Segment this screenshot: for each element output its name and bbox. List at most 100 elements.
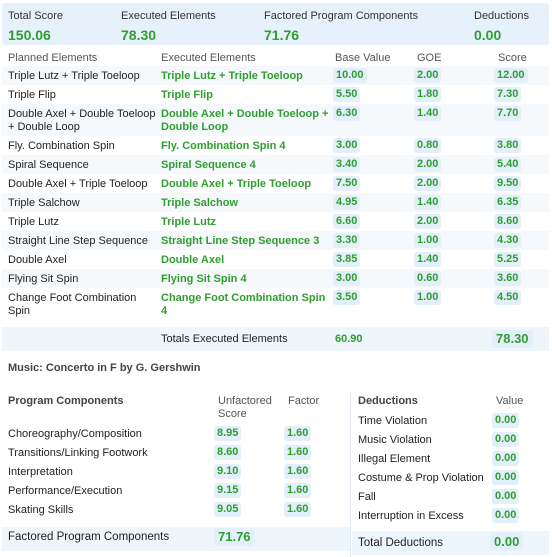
- score-header: Score: [498, 52, 527, 64]
- components-total-label: Factored Program Components: [8, 531, 170, 543]
- element-row-band: [2, 231, 549, 250]
- planned-element: Triple Lutz: [8, 216, 59, 228]
- component-factor: 1.60: [284, 483, 312, 498]
- base-value: 6.60: [333, 214, 361, 229]
- executed-elements-label: Executed Elements: [121, 10, 216, 22]
- element-score: 6.35: [494, 195, 522, 210]
- executed-element: Flying Sit Spin 4: [161, 273, 247, 285]
- planned-element: Triple Lutz + Triple Toeloop: [8, 70, 140, 82]
- component-factor: 1.60: [284, 426, 312, 441]
- planned-elements-header: Planned Elements: [8, 52, 98, 64]
- deduction-value: 0.00: [492, 470, 520, 485]
- goe-value: 1.40: [414, 252, 442, 267]
- base-value: 3.50: [333, 290, 361, 305]
- base-value: 6.30: [333, 106, 361, 121]
- program-components-header: Program Components: [8, 395, 124, 407]
- base-value: 3.00: [333, 138, 361, 153]
- deduction-name: Fall: [358, 491, 376, 503]
- component-score: 8.60: [214, 445, 242, 460]
- planned-element: Straight Line Step Sequence: [8, 235, 149, 247]
- planned-element: Change Foot Combination Spin: [8, 292, 137, 317]
- element-row-band: [2, 66, 549, 85]
- elements-total-row: [2, 327, 549, 351]
- goe-value: 0.80: [414, 138, 442, 153]
- executed-elements-value: 78.30: [121, 27, 157, 43]
- deductions-total-value: 0.00: [490, 533, 524, 551]
- element-score: 5.25: [494, 252, 522, 267]
- deductions-panel-header: Deductions: [358, 395, 418, 407]
- factored-components-label: Factored Program Components: [264, 10, 419, 22]
- element-row-band: [2, 269, 549, 288]
- base-value: 5.50: [333, 87, 361, 102]
- element-score: 4.30: [494, 233, 522, 248]
- planned-element: Triple Flip: [8, 89, 56, 101]
- elements-total-base: 60.90: [335, 333, 363, 345]
- element-score: 7.70: [494, 106, 522, 121]
- total-score-value: 150.06: [8, 27, 51, 43]
- component-score: 8.95: [214, 426, 242, 441]
- deduction-name: Interruption in Excess: [358, 510, 464, 522]
- component-score: 9.10: [214, 464, 242, 479]
- executed-elements-header: Executed Elements: [161, 52, 256, 64]
- goe-value: 2.00: [414, 176, 442, 191]
- element-score: 5.40: [494, 157, 522, 172]
- element-score: 8.60: [494, 214, 522, 229]
- executed-element: Triple Salchow: [161, 197, 239, 209]
- goe-value: 0.60: [414, 271, 442, 286]
- goe-value: 1.00: [414, 233, 442, 248]
- planned-element: Triple Salchow: [8, 197, 80, 209]
- deduction-value: 0.00: [492, 432, 520, 447]
- base-value: 7.50: [333, 176, 361, 191]
- components-total-row: [2, 527, 350, 551]
- music-label: Music: Concerto in F by G. Gershwin: [8, 362, 201, 374]
- factor-header: Factor: [288, 395, 320, 407]
- planned-element: Fly. Combination Spin: [8, 140, 115, 152]
- planned-element: Double Axel + Triple Toeloop: [8, 178, 148, 190]
- deductions-divider: [350, 392, 351, 557]
- component-factor: 1.60: [284, 445, 312, 460]
- goe-value: 1.80: [414, 87, 442, 102]
- base-value: 3.30: [333, 233, 361, 248]
- executed-element: Double Axel: [161, 254, 225, 266]
- executed-element: Spiral Sequence 4: [161, 159, 256, 171]
- base-value: 10.00: [333, 68, 367, 83]
- deduction-value: 0.00: [492, 451, 520, 466]
- element-row-band: [2, 193, 549, 212]
- element-score: 3.60: [494, 271, 522, 286]
- element-row-band: [2, 104, 549, 136]
- component-factor: 1.60: [284, 502, 312, 517]
- deduction-name: Time Violation: [358, 415, 428, 427]
- deduction-value: 0.00: [492, 413, 520, 428]
- elements-total-score: 78.30: [492, 330, 533, 348]
- element-score: 12.00: [494, 68, 528, 83]
- planned-element: Double Axel + Double Toeloop + Double Lo…: [8, 108, 156, 133]
- deductions-value-header: Value: [496, 395, 524, 407]
- goe-value: 1.40: [414, 195, 442, 210]
- goe-value: 1.40: [414, 106, 442, 121]
- deductions-total-label: Total Deductions: [358, 537, 444, 549]
- elements-total-label: Totals Executed Elements: [161, 333, 288, 345]
- deduction-value: 0.00: [492, 489, 520, 504]
- component-score: 9.15: [214, 483, 242, 498]
- planned-element: Double Axel: [8, 254, 67, 266]
- base-value: 3.40: [333, 157, 361, 172]
- unfactored-score-header: Unfactored Score: [218, 395, 272, 420]
- deduction-name: Music Violation: [358, 434, 432, 446]
- component-name: Interpretation: [8, 466, 73, 478]
- element-score: 7.30: [494, 87, 522, 102]
- component-name: Choreography/Composition: [8, 428, 142, 440]
- planned-element: Flying Sit Spin: [8, 273, 79, 285]
- executed-element: Straight Line Step Sequence 3: [161, 235, 320, 247]
- deduction-name: Costume & Prop Violation: [358, 472, 484, 484]
- base-value: 3.00: [333, 271, 361, 286]
- deductions-value: 0.00: [474, 27, 502, 43]
- component-factor: 1.60: [284, 464, 312, 479]
- element-score: 9.50: [494, 176, 522, 191]
- goe-value: 1.00: [414, 290, 442, 305]
- executed-element: Triple Lutz: [161, 216, 216, 228]
- total-score-label: Total Score: [8, 10, 64, 22]
- component-score: 9.05: [214, 502, 242, 517]
- element-score: 3.80: [494, 138, 522, 153]
- executed-element: Double Axel + Double Toeloop + Double Lo…: [161, 108, 329, 133]
- goe-value: 2.00: [414, 68, 442, 83]
